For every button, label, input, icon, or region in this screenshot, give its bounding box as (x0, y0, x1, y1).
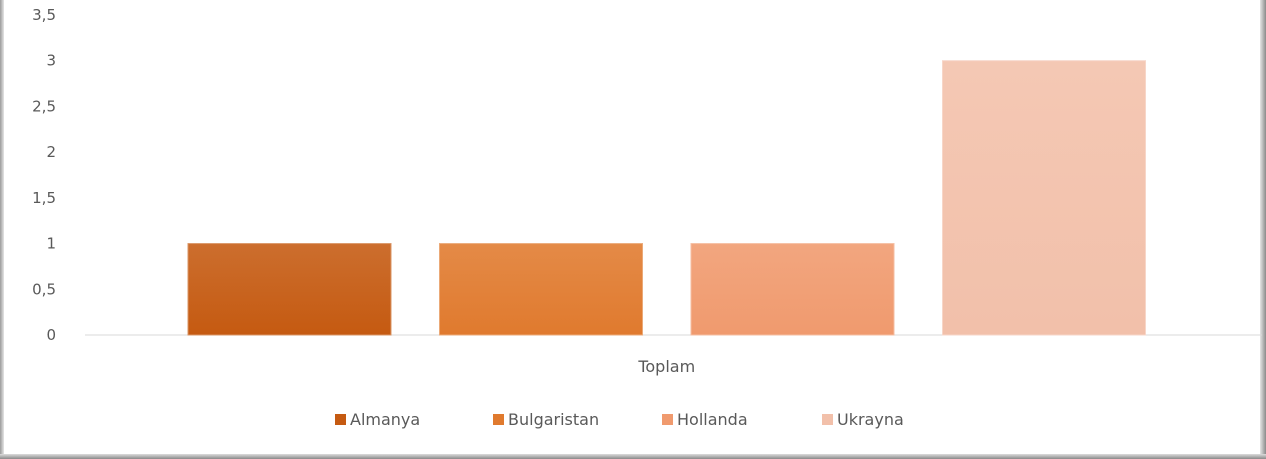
bar-almanya (187, 243, 392, 336)
legend-swatch (822, 414, 833, 425)
legend-item-ukrayna: Ukrayna (822, 410, 904, 429)
legend-swatch (335, 414, 346, 425)
frame-left-edge (0, 0, 4, 459)
x-axis-categories: Toplam (637, 357, 695, 376)
bar-bulgaristan (439, 243, 643, 336)
y-axis-ticks: 0 0,5 1 1,5 2 2,5 3 3,5 (32, 6, 56, 344)
y-tick-label: 2,5 (32, 97, 56, 115)
y-tick-label: 1,5 (32, 189, 56, 207)
legend-label: Almanya (350, 410, 420, 429)
legend-label: Hollanda (677, 410, 748, 429)
legend-label: Bulgaristan (508, 410, 599, 429)
y-tick-label: 0,5 (32, 280, 56, 298)
y-tick-label: 2 (46, 143, 56, 161)
bar-hollanda (690, 243, 895, 336)
bars (187, 60, 1146, 336)
y-tick-label: 0 (46, 326, 56, 344)
x-category-label: Toplam (637, 357, 695, 376)
bar-ukrayna (942, 60, 1146, 336)
y-tick-label: 3,5 (32, 6, 56, 24)
y-tick-label: 3 (46, 52, 56, 70)
legend-swatch (662, 414, 673, 425)
legend-item-bulgaristan: Bulgaristan (493, 410, 599, 429)
y-tick-label: 1 (46, 235, 56, 253)
legend-label: Ukrayna (837, 410, 904, 429)
frame-right-edge (1260, 0, 1266, 459)
frame-bottom-edge (0, 454, 1266, 459)
legend: Almanya Bulgaristan Hollanda Ukrayna (335, 410, 904, 429)
legend-item-hollanda: Hollanda (662, 410, 748, 429)
legend-swatch (493, 414, 504, 425)
legend-item-almanya: Almanya (335, 410, 420, 429)
